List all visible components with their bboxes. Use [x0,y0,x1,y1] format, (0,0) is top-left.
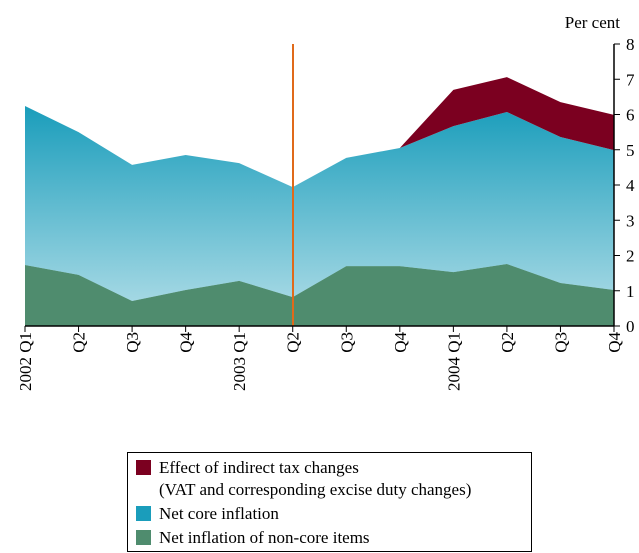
y-tick-label: 3 [626,211,635,230]
area [25,263,614,326]
legend-label: Net core inflation [159,504,279,523]
legend-item: Effect of indirect tax changes (VAT and … [136,457,531,501]
legend-label: Net inflation of non-core items [159,528,370,547]
y-tick-label: 6 [626,106,635,125]
legend-item: Net inflation of non-core items [136,527,531,549]
x-tick-label: Q3 [123,332,142,353]
legend-swatch [136,506,151,521]
x-tick-label: Q2 [284,332,303,353]
y-tick-label: 1 [626,282,635,301]
legend-item: Net core inflation [136,503,531,525]
y-tick-label: 4 [626,176,635,195]
chart: Per cent 0 1 2 3 4 5 6 7 8 2002 Q1 Q2 Q3 Q4 2003 Q1 Q2… [16,13,635,391]
legend-swatch [136,530,151,545]
y-tick-label: 8 [626,35,635,54]
x-tick-label: Q2 [498,332,517,353]
x-tick-label: 2003 Q1 [230,332,249,391]
x-tick-label: Q4 [177,332,196,353]
x-tick-label: Q4 [391,332,410,353]
y-tick-label: 0 [626,317,635,336]
x-tick-label: Q3 [337,332,356,353]
x-tick-label: Q2 [70,332,89,353]
y-tick-label: 2 [626,247,635,266]
area [25,106,614,301]
x-tick-label: Q4 [605,332,624,353]
y-axis-title: Per cent [565,13,621,32]
legend: Effect of indirect tax changes (VAT and … [127,452,532,552]
x-tick-label: Q3 [551,332,570,353]
x-tick-label: 2004 Q1 [444,332,463,391]
legend-swatch [136,460,151,475]
area [399,77,614,151]
y-tick-label: 7 [626,70,635,89]
x-tick-label: 2002 Q1 [16,332,35,391]
legend-label: Effect of indirect tax changes (VAT and … [159,458,472,499]
y-tick-label: 5 [626,141,635,160]
